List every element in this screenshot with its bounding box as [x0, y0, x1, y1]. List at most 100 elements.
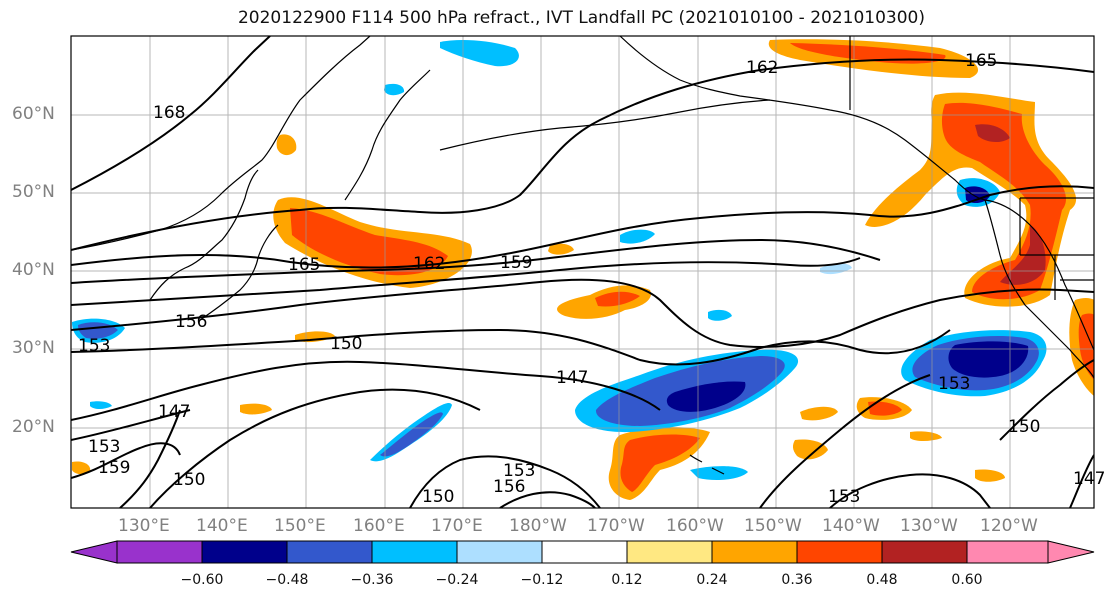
contour-label: 165 — [965, 51, 997, 71]
contour-labels: 168 162 165 165 162 159 156 153 150 147 … — [78, 51, 1105, 507]
contour-label: 168 — [153, 103, 185, 123]
lon-label: 170°E — [431, 516, 483, 536]
contour-line — [1069, 454, 1094, 508]
contour-label: 147 — [1073, 469, 1105, 489]
positive-shading — [548, 243, 574, 255]
contour-label: 153 — [503, 461, 535, 481]
contour-line — [71, 409, 191, 441]
colorbar-tick-label: 0.12 — [611, 572, 643, 588]
colorbar-tick-label: 0.60 — [951, 572, 983, 588]
positive-shading — [975, 124, 1010, 143]
contour-label: 162 — [413, 254, 445, 274]
positive-shading — [792, 439, 828, 460]
negative-shading — [620, 229, 655, 244]
lon-label: 180°W — [509, 516, 567, 536]
colorbar-bin — [796, 540, 883, 564]
contour-line — [759, 374, 931, 508]
contour-line — [71, 185, 1094, 269]
colorbar-tick-label: −0.36 — [350, 572, 394, 588]
colorbar-bin — [966, 540, 1049, 564]
colorbar-tick-label: 0.24 — [696, 572, 728, 588]
lat-label: 40°N — [12, 260, 55, 280]
negative-shading — [90, 401, 112, 409]
contour-line — [71, 257, 861, 306]
positive-shading — [595, 291, 640, 307]
hawaii — [689, 454, 725, 475]
positive-shading — [868, 401, 902, 416]
positive-shading — [910, 431, 942, 441]
lon-label: 130°E — [118, 516, 170, 536]
colorbar-tick-label: −0.48 — [265, 572, 309, 588]
contour-label: 156 — [175, 312, 207, 332]
negative-shading — [948, 341, 1029, 378]
positive-shading — [790, 43, 946, 64]
contour-label: 159 — [500, 253, 532, 273]
positive-shading — [975, 469, 1005, 482]
contour-line — [999, 359, 1094, 441]
lat-label: 20°N — [12, 417, 55, 437]
contour-label: 156 — [493, 477, 525, 497]
contour-label: 150 — [173, 470, 205, 490]
colorbar-extend-high — [1047, 540, 1095, 564]
negative-shading — [440, 40, 519, 67]
contour-line — [71, 360, 661, 421]
contour-line — [119, 409, 181, 508]
map-title: 2020122900 F114 500 hPa refract., IVT La… — [237, 8, 925, 28]
contour-label: 147 — [556, 368, 588, 388]
negative-shading — [384, 83, 405, 96]
lat-label: 60°N — [12, 104, 55, 124]
contour-line — [499, 491, 596, 508]
colorbar-bin — [286, 540, 373, 564]
contour-line — [71, 36, 271, 191]
contour-line — [829, 473, 991, 508]
contour-label: 153 — [88, 437, 120, 457]
negative-shading — [666, 381, 746, 412]
contour-line — [71, 442, 181, 479]
us-states — [1019, 198, 1094, 300]
negative-shading — [690, 466, 748, 480]
contour-label: 150 — [422, 487, 454, 507]
colorbar-bin — [626, 540, 713, 564]
korea-japan-coast — [149, 169, 259, 301]
positive-shading — [1000, 225, 1046, 285]
lon-label: 170°W — [587, 516, 645, 536]
contour-line — [409, 455, 601, 508]
positive-shading — [276, 134, 297, 156]
colorbar-bin — [371, 540, 458, 564]
kamchatka — [344, 69, 431, 201]
lat-label: 50°N — [12, 182, 55, 202]
height-contours — [71, 36, 1094, 508]
aleutians — [439, 99, 771, 151]
lon-label: 160°W — [666, 516, 724, 536]
contour-label: 159 — [98, 458, 130, 478]
positive-shading — [240, 403, 272, 415]
contour-label: 162 — [746, 58, 778, 78]
north-america-coast — [984, 199, 1094, 379]
contour-label: 165 — [288, 255, 320, 275]
lon-label: 150°W — [744, 516, 802, 536]
contour-label: 147 — [158, 402, 190, 422]
colorbar-extend-low — [70, 540, 118, 564]
contour-label: 150 — [330, 334, 362, 354]
colorbar-bin — [116, 540, 203, 564]
contour-line — [71, 238, 881, 284]
contour-label: 153 — [938, 374, 970, 394]
colorbar-tick-label: −0.12 — [520, 572, 564, 588]
positive-shading — [290, 208, 448, 276]
positive-shading — [72, 461, 91, 475]
colorbar-bin — [201, 540, 288, 564]
canada-border — [849, 36, 1094, 199]
lon-label: 140°E — [196, 516, 248, 536]
lon-label: 120°W — [980, 516, 1038, 536]
colorbar-tick-label: 0.36 — [781, 572, 813, 588]
contour-label: 153 — [78, 336, 110, 356]
colorbar-bin — [711, 540, 798, 564]
alaska-coast — [619, 36, 1094, 351]
positive-shading — [620, 434, 700, 492]
contour-line — [71, 58, 1094, 251]
lon-label: 140°W — [822, 516, 880, 536]
colorbar-bin — [541, 540, 628, 564]
contour-line — [71, 278, 1094, 348]
lon-label: 160°E — [353, 516, 405, 536]
